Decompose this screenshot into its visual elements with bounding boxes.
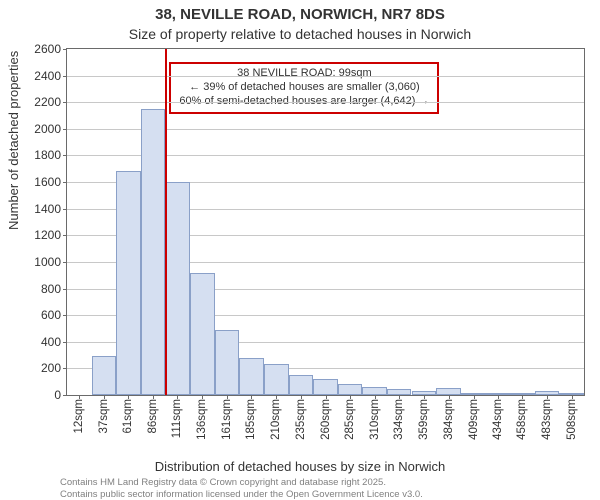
ytick-label: 600 [41, 308, 61, 322]
xtick-label: 409sqm [468, 399, 480, 440]
ytick-mark [63, 315, 67, 316]
callout-line2: ← 39% of detached houses are smaller (3,… [179, 81, 429, 95]
chart-title-line1: 38, NEVILLE ROAD, NORWICH, NR7 8DS [0, 6, 600, 23]
ytick-label: 2400 [34, 69, 61, 83]
histogram-bar [436, 388, 461, 395]
chart-title-line2: Size of property relative to detached ho… [0, 26, 600, 42]
histogram-bar [141, 109, 166, 395]
xtick-label: 458sqm [516, 399, 528, 440]
xtick-label: 285sqm [344, 399, 356, 440]
callout-line1: 38 NEVILLE ROAD: 99sqm [179, 67, 429, 81]
footnote-line2: Contains public sector information licen… [60, 489, 423, 500]
xtick-label: 161sqm [221, 399, 233, 440]
ytick-mark [63, 289, 67, 290]
gridline [67, 76, 584, 77]
xtick-label: 434sqm [492, 399, 504, 440]
xtick-label: 334sqm [393, 399, 405, 440]
ytick-mark [63, 209, 67, 210]
reference-line [165, 49, 167, 395]
y-axis-label: Number of detached properties [6, 51, 21, 230]
histogram-bar [362, 387, 387, 395]
histogram-bar [116, 171, 141, 395]
x-axis-label: Distribution of detached houses by size … [0, 459, 600, 474]
ytick-mark [63, 155, 67, 156]
xtick-label: 359sqm [418, 399, 430, 440]
xtick-label: 260sqm [320, 399, 332, 440]
gridline [67, 102, 584, 103]
xtick-label: 111sqm [171, 399, 183, 438]
histogram-bar [165, 182, 190, 395]
ytick-label: 400 [41, 335, 61, 349]
ytick-label: 2600 [34, 42, 61, 56]
histogram-bar [239, 358, 264, 395]
xtick-label: 210sqm [270, 399, 282, 440]
histogram-bar [289, 375, 314, 395]
xtick-label: 384sqm [443, 399, 455, 440]
ytick-label: 200 [41, 361, 61, 375]
xtick-label: 12sqm [73, 399, 85, 434]
ytick-label: 0 [54, 388, 61, 402]
xtick-label: 86sqm [147, 399, 159, 434]
xtick-label: 37sqm [98, 399, 110, 434]
ytick-mark [63, 102, 67, 103]
ytick-label: 2200 [34, 95, 61, 109]
ytick-label: 1200 [34, 228, 61, 242]
histogram-bar [338, 384, 363, 395]
histogram-bar [92, 356, 117, 395]
ytick-label: 1800 [34, 148, 61, 162]
xtick-label: 235sqm [295, 399, 307, 440]
ytick-mark [63, 395, 67, 396]
xtick-label: 136sqm [196, 399, 208, 440]
plot-area: 38 NEVILLE ROAD: 99sqm ← 39% of detached… [66, 48, 585, 396]
xtick-label: 310sqm [369, 399, 381, 440]
ytick-label: 800 [41, 282, 61, 296]
ytick-mark [63, 342, 67, 343]
ytick-label: 1600 [34, 175, 61, 189]
ytick-mark [63, 368, 67, 369]
ytick-mark [63, 262, 67, 263]
ytick-label: 1400 [34, 202, 61, 216]
ytick-label: 2000 [34, 122, 61, 136]
xtick-label: 185sqm [245, 399, 257, 440]
ytick-mark [63, 235, 67, 236]
histogram-bar [313, 379, 338, 395]
xtick-label: 508sqm [566, 399, 578, 440]
ytick-label: 1000 [34, 255, 61, 269]
histogram-bar [190, 273, 215, 395]
histogram-bar [264, 364, 289, 395]
ytick-mark [63, 49, 67, 50]
footnote-line1: Contains HM Land Registry data © Crown c… [60, 477, 386, 488]
xtick-label: 483sqm [541, 399, 553, 440]
ytick-mark [63, 182, 67, 183]
histogram-chart: 38, NEVILLE ROAD, NORWICH, NR7 8DS Size … [0, 0, 600, 500]
xtick-label: 61sqm [122, 399, 134, 434]
ytick-mark [63, 129, 67, 130]
callout-box: 38 NEVILLE ROAD: 99sqm ← 39% of detached… [169, 62, 439, 113]
ytick-mark [63, 76, 67, 77]
histogram-bar [215, 330, 240, 395]
